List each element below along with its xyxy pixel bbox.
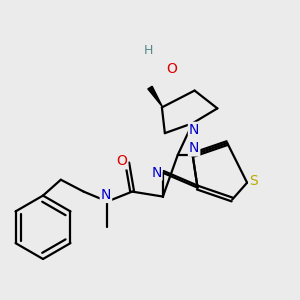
Text: O: O [116,154,127,168]
Text: O: O [167,62,177,76]
Text: H: H [143,44,153,57]
Text: N: N [151,166,161,180]
Text: N: N [101,188,111,202]
Polygon shape [148,86,163,107]
Text: N: N [189,141,199,155]
Text: N: N [189,123,199,137]
Text: S: S [249,174,258,188]
